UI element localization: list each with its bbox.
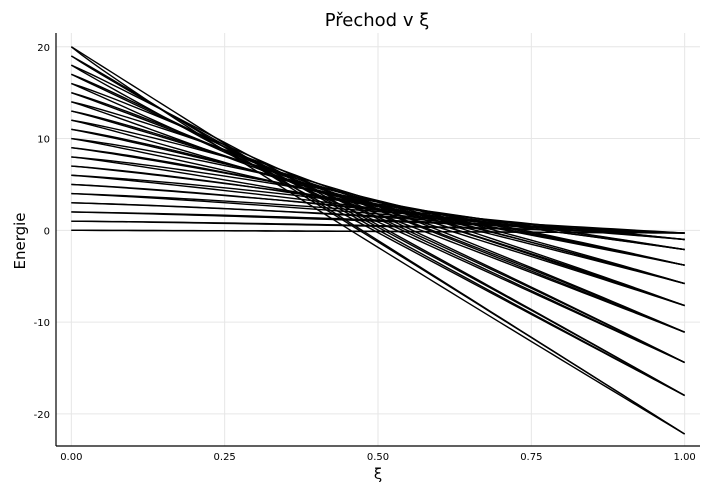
energy-level-line: [71, 137, 685, 285]
y-tick-label: -20: [34, 410, 50, 421]
energy-level-line: [71, 119, 685, 307]
x-tick-label: 0.25: [214, 452, 236, 463]
x-axis-label: ξ: [374, 465, 382, 483]
energy-level-line: [70, 46, 686, 435]
energy-level-line: [70, 46, 686, 435]
x-tick-labels: 0.00 0.25 0.50 0.75 1.00: [60, 452, 696, 463]
y-tick-labels: 20 10 0 -10 -20: [34, 43, 50, 421]
energy-level-line: [71, 229, 685, 234]
y-tick-label: 20: [37, 43, 50, 54]
energy-level-line: [71, 82, 685, 364]
energy-level-line: [71, 119, 685, 307]
energy-level-line: [71, 92, 685, 333]
y-axis-label: Energie: [11, 212, 29, 269]
energy-level-line: [71, 202, 685, 234]
energy-level-line: [70, 55, 685, 397]
x-tick-label: 1.00: [674, 452, 696, 463]
y-tick-label: 10: [37, 135, 50, 146]
chart-title: Přechod v ξ: [325, 10, 430, 31]
y-tick-label: 0: [44, 226, 50, 237]
x-tick-label: 0.75: [520, 452, 542, 463]
energy-level-line: [71, 101, 685, 333]
series-lines: [70, 46, 686, 435]
x-tick-label: 0.00: [60, 452, 82, 463]
energy-level-line: [71, 110, 685, 307]
x-tick-label: 0.50: [367, 452, 389, 463]
grid: [56, 33, 700, 446]
y-tick-label: -10: [34, 318, 50, 329]
